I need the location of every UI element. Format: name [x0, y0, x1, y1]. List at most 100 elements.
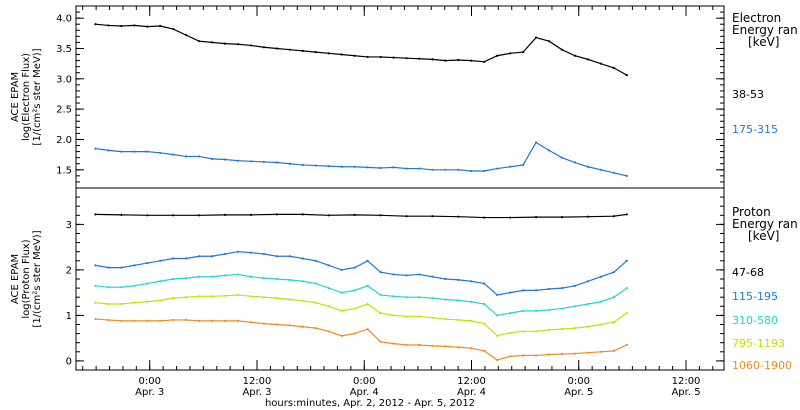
data-point [366, 284, 369, 287]
x-tick-date: Apr. 4 [350, 387, 379, 398]
data-point [599, 323, 602, 326]
data-point [470, 280, 473, 283]
data-point [172, 214, 175, 217]
data-point [133, 301, 136, 304]
y-tick-label: 3 [66, 220, 72, 231]
data-point [586, 165, 590, 168]
data-point [314, 51, 317, 54]
data-point [327, 264, 330, 267]
data-point [418, 296, 421, 299]
y-tick-label: 1.5 [56, 165, 72, 176]
data-point [172, 27, 175, 31]
data-point [534, 216, 538, 219]
data-point [262, 160, 266, 164]
series-line-175-315 [95, 141, 627, 177]
data-point [107, 318, 110, 322]
data-point [444, 317, 447, 321]
data-point [133, 24, 136, 27]
data-point [340, 165, 343, 168]
data-point [210, 255, 214, 258]
data-point [94, 284, 97, 287]
data-point [599, 300, 602, 303]
data-point [275, 297, 278, 300]
data-point [223, 294, 227, 297]
data-point [107, 286, 110, 289]
data-point [509, 331, 512, 334]
legend-title: Proton [732, 205, 771, 219]
y-tick-label: 4.0 [56, 14, 72, 25]
data-point [431, 316, 434, 319]
data-point [172, 257, 175, 260]
data-point [236, 43, 240, 46]
data-point [210, 157, 214, 160]
data-point [301, 325, 304, 328]
data-point [198, 295, 201, 298]
series-line-47-68 [95, 213, 627, 219]
data-point [94, 317, 97, 321]
data-point [470, 169, 473, 173]
data-point [625, 343, 628, 347]
data-point [392, 56, 395, 59]
y-axis-label: log(Proton Flux) [21, 239, 32, 318]
data-point [146, 150, 149, 153]
data-point [120, 266, 123, 269]
data-point [236, 250, 240, 253]
data-point [314, 164, 317, 167]
data-point [625, 259, 628, 262]
data-point [534, 309, 538, 312]
data-point [159, 151, 162, 154]
data-point [444, 59, 447, 62]
data-point [185, 257, 188, 260]
data-point [522, 330, 525, 333]
data-point [470, 347, 473, 350]
data-point [431, 297, 434, 300]
data-point [431, 275, 434, 278]
data-point [599, 275, 602, 278]
data-point [392, 314, 395, 317]
data-point [159, 24, 162, 28]
data-point [340, 53, 343, 56]
data-point [301, 49, 304, 52]
data-point [120, 319, 123, 322]
data-point [288, 278, 291, 282]
data-point [560, 287, 564, 290]
data-point [483, 216, 486, 219]
y-axis-label: [1/(cm²s ster MeV)] [32, 230, 43, 327]
data-point [560, 307, 564, 310]
data-point [366, 55, 369, 59]
data-point [405, 296, 408, 299]
plot-frame [75, 5, 725, 189]
y-axis-label: [1/(cm²s ster MeV)] [32, 48, 43, 145]
data-point [146, 319, 149, 322]
series-line-795-1193 [95, 294, 628, 337]
data-point [314, 301, 317, 304]
data-point [379, 55, 382, 59]
data-point [223, 158, 227, 161]
data-point [288, 255, 291, 258]
y-tick-label: 2 [66, 265, 72, 276]
data-point [146, 261, 149, 265]
data-point [249, 160, 253, 163]
series-line-115-195 [95, 251, 628, 296]
data-point [483, 349, 486, 352]
x-tick-time: 0:00 [139, 376, 161, 387]
data-point [198, 155, 201, 158]
data-point [586, 58, 590, 61]
data-point [353, 165, 356, 168]
data-point [120, 150, 123, 153]
data-point [457, 278, 460, 282]
data-point [547, 40, 551, 43]
panel-proton: 0 1 2 3 ACE EPAM log(Proton Flux) [1/(cm²s ste… [10, 187, 798, 372]
x-tick-time: 0:00 [353, 376, 375, 387]
data-point [275, 255, 278, 258]
data-point [379, 293, 382, 297]
data-point [496, 314, 499, 317]
data-point [457, 58, 460, 62]
data-point [573, 284, 577, 287]
data-point [483, 322, 486, 325]
data-point [340, 309, 343, 312]
data-point [340, 291, 343, 294]
series-line-1060-1900 [95, 318, 628, 361]
data-point [353, 54, 356, 57]
